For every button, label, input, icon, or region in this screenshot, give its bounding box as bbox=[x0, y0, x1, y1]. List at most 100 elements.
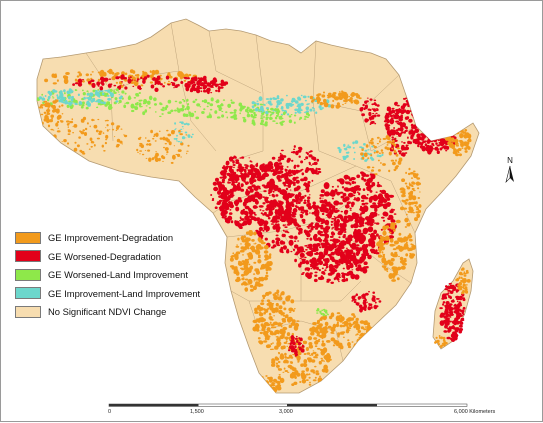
ndvi-patch bbox=[228, 178, 231, 182]
ndvi-patch bbox=[446, 336, 451, 340]
ndvi-patch bbox=[155, 132, 159, 137]
ndvi-patch bbox=[203, 89, 206, 93]
legend-label: GE Improvement-Land Improvement bbox=[48, 287, 201, 299]
ndvi-patch bbox=[326, 184, 329, 186]
ndvi-patch bbox=[446, 286, 450, 289]
ndvi-patch bbox=[254, 268, 259, 271]
ndvi-patch bbox=[168, 141, 172, 146]
ndvi-patch bbox=[359, 107, 364, 112]
ndvi-patch bbox=[409, 253, 415, 259]
ndvi-patch bbox=[110, 122, 115, 126]
ndvi-patch bbox=[411, 114, 415, 116]
ndvi-patch bbox=[302, 95, 307, 99]
ndvi-patch bbox=[252, 205, 258, 209]
ndvi-patch bbox=[257, 382, 262, 385]
ndvi-patch bbox=[341, 186, 345, 189]
ndvi-patch bbox=[360, 241, 363, 244]
ndvi-patch bbox=[315, 260, 318, 264]
ndvi-patch bbox=[83, 132, 88, 136]
ndvi-patch bbox=[368, 290, 370, 293]
ndvi-patch bbox=[249, 284, 254, 288]
ndvi-patch bbox=[321, 342, 326, 347]
ndvi-patch bbox=[254, 388, 259, 391]
ndvi-patch bbox=[312, 350, 315, 352]
ndvi-patch bbox=[337, 185, 339, 188]
ndvi-patch bbox=[400, 153, 405, 157]
ndvi-patch bbox=[161, 113, 164, 115]
ndvi-patch bbox=[50, 128, 54, 131]
ndvi-patch bbox=[322, 309, 325, 311]
ndvi-patch bbox=[263, 104, 266, 106]
ndvi-patch bbox=[398, 255, 400, 258]
ndvi-patch bbox=[310, 264, 313, 268]
ndvi-patch bbox=[384, 269, 387, 271]
ndvi-patch bbox=[275, 240, 280, 245]
ndvi-patch bbox=[177, 149, 182, 153]
ndvi-patch bbox=[315, 326, 319, 328]
ndvi-patch bbox=[74, 89, 78, 91]
legend-item-no-significant-change: No Significant NDVI Change bbox=[15, 303, 215, 320]
ndvi-patch bbox=[265, 375, 268, 377]
ndvi-patch bbox=[388, 140, 392, 144]
ndvi-patch bbox=[124, 92, 127, 95]
ndvi-patch bbox=[139, 105, 142, 108]
ndvi-patch bbox=[113, 74, 116, 78]
ndvi-patch bbox=[355, 234, 358, 236]
ndvi-patch bbox=[187, 83, 191, 87]
ndvi-patch bbox=[390, 258, 395, 262]
ndvi-patch bbox=[283, 341, 288, 344]
ndvi-patch bbox=[339, 324, 344, 328]
ndvi-patch bbox=[327, 104, 332, 108]
ndvi-patch bbox=[95, 100, 99, 103]
ndvi-patch bbox=[370, 154, 373, 157]
ndvi-patch bbox=[206, 88, 210, 93]
scale-tick-label: 3,000 bbox=[279, 409, 293, 415]
ndvi-patch bbox=[315, 356, 318, 359]
ndvi-patch bbox=[315, 251, 319, 255]
ndvi-patch bbox=[215, 89, 218, 92]
ndvi-patch bbox=[101, 90, 104, 93]
ndvi-patch bbox=[345, 329, 350, 334]
ndvi-patch bbox=[44, 103, 48, 108]
ndvi-patch bbox=[263, 245, 269, 250]
ndvi-patch bbox=[219, 171, 224, 174]
ndvi-patch bbox=[391, 226, 394, 228]
ndvi-patch bbox=[441, 146, 446, 149]
ndvi-patch bbox=[59, 92, 64, 98]
ndvi-patch bbox=[362, 203, 365, 206]
legend-label: GE Improvement-Degradation bbox=[48, 232, 174, 243]
ndvi-patch bbox=[106, 101, 110, 106]
ndvi-patch bbox=[306, 152, 309, 155]
ndvi-patch bbox=[170, 109, 174, 113]
ndvi-patch bbox=[389, 114, 394, 118]
ndvi-patch bbox=[67, 133, 71, 136]
ndvi-patch bbox=[186, 105, 190, 111]
ndvi-patch bbox=[292, 183, 296, 186]
ndvi-patch bbox=[232, 176, 237, 180]
ndvi-patch bbox=[268, 194, 271, 196]
ndvi-patch bbox=[72, 83, 75, 86]
ndvi-patch bbox=[264, 121, 268, 125]
ndvi-patch bbox=[61, 141, 64, 143]
ndvi-patch bbox=[86, 100, 90, 106]
ndvi-patch bbox=[300, 206, 305, 209]
ndvi-patch bbox=[86, 78, 91, 82]
ndvi-patch bbox=[45, 132, 48, 135]
ndvi-patch bbox=[92, 85, 96, 88]
ndvi-patch bbox=[344, 249, 347, 253]
ndvi-patch bbox=[372, 114, 375, 118]
ndvi-patch bbox=[289, 189, 292, 191]
ndvi-patch bbox=[73, 124, 78, 128]
ndvi-patch bbox=[369, 173, 373, 176]
ndvi-patch bbox=[254, 214, 257, 216]
ndvi-patch bbox=[369, 248, 376, 253]
ndvi-patch bbox=[148, 107, 151, 109]
ndvi-patch bbox=[265, 291, 270, 296]
ndvi-patch bbox=[351, 242, 357, 247]
ndvi-patch bbox=[463, 141, 468, 147]
ndvi-patch bbox=[455, 290, 458, 293]
ndvi-patch bbox=[127, 77, 130, 79]
ndvi-patch bbox=[375, 191, 378, 193]
ndvi-patch bbox=[300, 342, 302, 345]
ndvi-patch bbox=[290, 151, 294, 154]
